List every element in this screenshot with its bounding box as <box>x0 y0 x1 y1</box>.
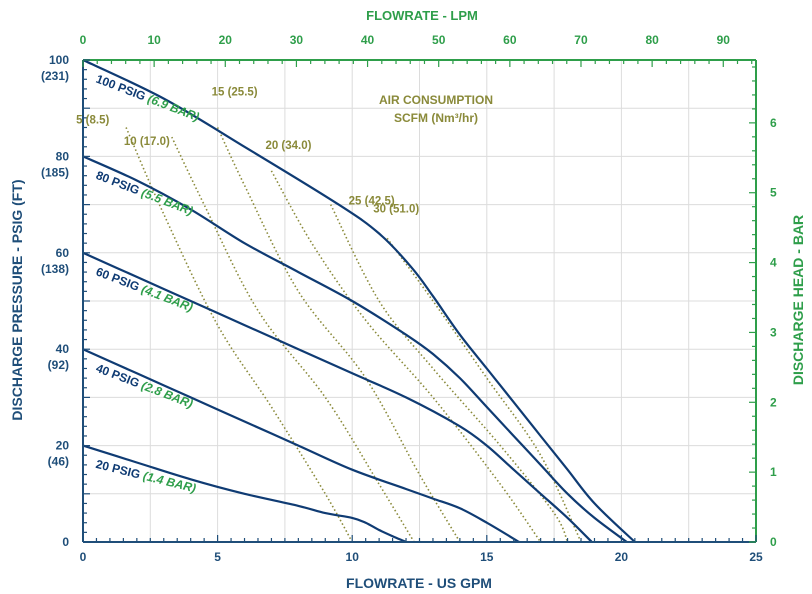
right-axis-title: DISCHARGE HEAD - BAR <box>790 215 806 385</box>
air-consumption-label: 15 (25.5) <box>212 86 258 98</box>
curve-label-bar: (6.9 BAR) <box>146 92 201 124</box>
left-tick-label: 0 <box>62 535 69 549</box>
bottom-tick-label: 25 <box>749 550 763 564</box>
top-tick-label: 30 <box>290 33 304 47</box>
left-tick-label: 20 <box>56 439 70 453</box>
bottom-tick-label: 0 <box>80 550 87 564</box>
curve-label-bar: (4.1 BAR) <box>139 282 194 314</box>
top-tick-label: 80 <box>645 33 659 47</box>
top-tick-label: 50 <box>432 33 446 47</box>
bottom-tick-label: 15 <box>480 550 494 564</box>
air-consumption-label: 30 (51.0) <box>373 203 419 215</box>
top-tick-label: 10 <box>147 33 161 47</box>
top-tick-label: 60 <box>503 33 517 47</box>
left-tick-label: 80 <box>56 149 70 163</box>
left-axis-title: DISCHARGE PRESSURE - PSIG (FT) <box>9 179 25 420</box>
air-consumption-line <box>329 204 569 543</box>
left-tick-label: 100 <box>49 53 69 67</box>
bottom-tick-label: 10 <box>346 550 360 564</box>
performance-curves <box>82 59 636 544</box>
air-consumption-lines <box>125 127 582 543</box>
curve-label-bar: (2.8 BAR) <box>139 378 194 410</box>
left-tick-label: 40 <box>56 342 70 356</box>
performance-curve <box>82 59 636 543</box>
air-consumption-line <box>216 127 461 543</box>
curve-label-psig: 20 PSIG <box>94 457 145 482</box>
curve-label: 60 PSIG (4.1 BAR) <box>94 265 195 315</box>
air-consumption-label: 5 (8.5) <box>76 114 109 126</box>
left-tick-sublabel: (185) <box>41 165 69 179</box>
curve-label-bar: (5.5 BAR) <box>139 186 194 218</box>
curve-label: 100 PSIG (6.9 BAR) <box>94 72 201 124</box>
left-tick-sublabel: (231) <box>41 69 69 83</box>
left-tick-sublabel: (92) <box>48 358 69 372</box>
right-tick-label: 2 <box>770 395 777 409</box>
right-tick-label: 5 <box>770 186 777 200</box>
top-tick-label: 40 <box>361 33 375 47</box>
performance-curve <box>82 251 593 543</box>
top-axis-title: FLOWRATE - LPM <box>366 8 478 23</box>
top-tick-label: 0 <box>80 33 87 47</box>
air-consumption-title-line2: SCFM (Nm³/hr) <box>394 111 478 125</box>
curve-label: 80 PSIG (5.5 BAR) <box>94 168 195 218</box>
left-tick-sublabel: (138) <box>41 262 69 276</box>
top-tick-label: 20 <box>219 33 233 47</box>
axis-ticks <box>82 59 757 543</box>
air-consumption-line <box>270 170 542 543</box>
air-consumption-line <box>125 127 353 543</box>
right-tick-label: 1 <box>770 465 777 479</box>
air-consumption-label: 20 (34.0) <box>265 140 311 152</box>
air-consumption-line <box>386 237 582 543</box>
performance-curve <box>82 155 628 543</box>
left-tick-sublabel: (46) <box>48 455 69 469</box>
bottom-tick-label: 5 <box>214 550 221 564</box>
bottom-axis-title: FLOWRATE - US GPM <box>346 575 492 591</box>
bottom-tick-label: 20 <box>615 550 629 564</box>
curve-label: 40 PSIG (2.8 BAR) <box>94 361 195 411</box>
right-tick-label: 4 <box>770 256 777 270</box>
curve-label-psig: 100 PSIG <box>94 72 151 105</box>
left-tick-label: 60 <box>56 246 70 260</box>
air-consumption-label: 25 (42.5) <box>349 196 395 208</box>
grid-lines <box>83 60 756 542</box>
right-tick-label: 6 <box>770 116 777 130</box>
top-tick-label: 90 <box>717 33 731 47</box>
air-consumption-label: 10 (17.0) <box>124 136 170 148</box>
top-tick-label: 70 <box>574 33 588 47</box>
performance-curve <box>82 444 407 544</box>
right-tick-label: 0 <box>770 535 777 549</box>
performance-curve <box>82 348 520 543</box>
right-tick-label: 3 <box>770 325 777 339</box>
air-consumption-title-line1: AIR CONSUMPTION <box>379 93 493 107</box>
